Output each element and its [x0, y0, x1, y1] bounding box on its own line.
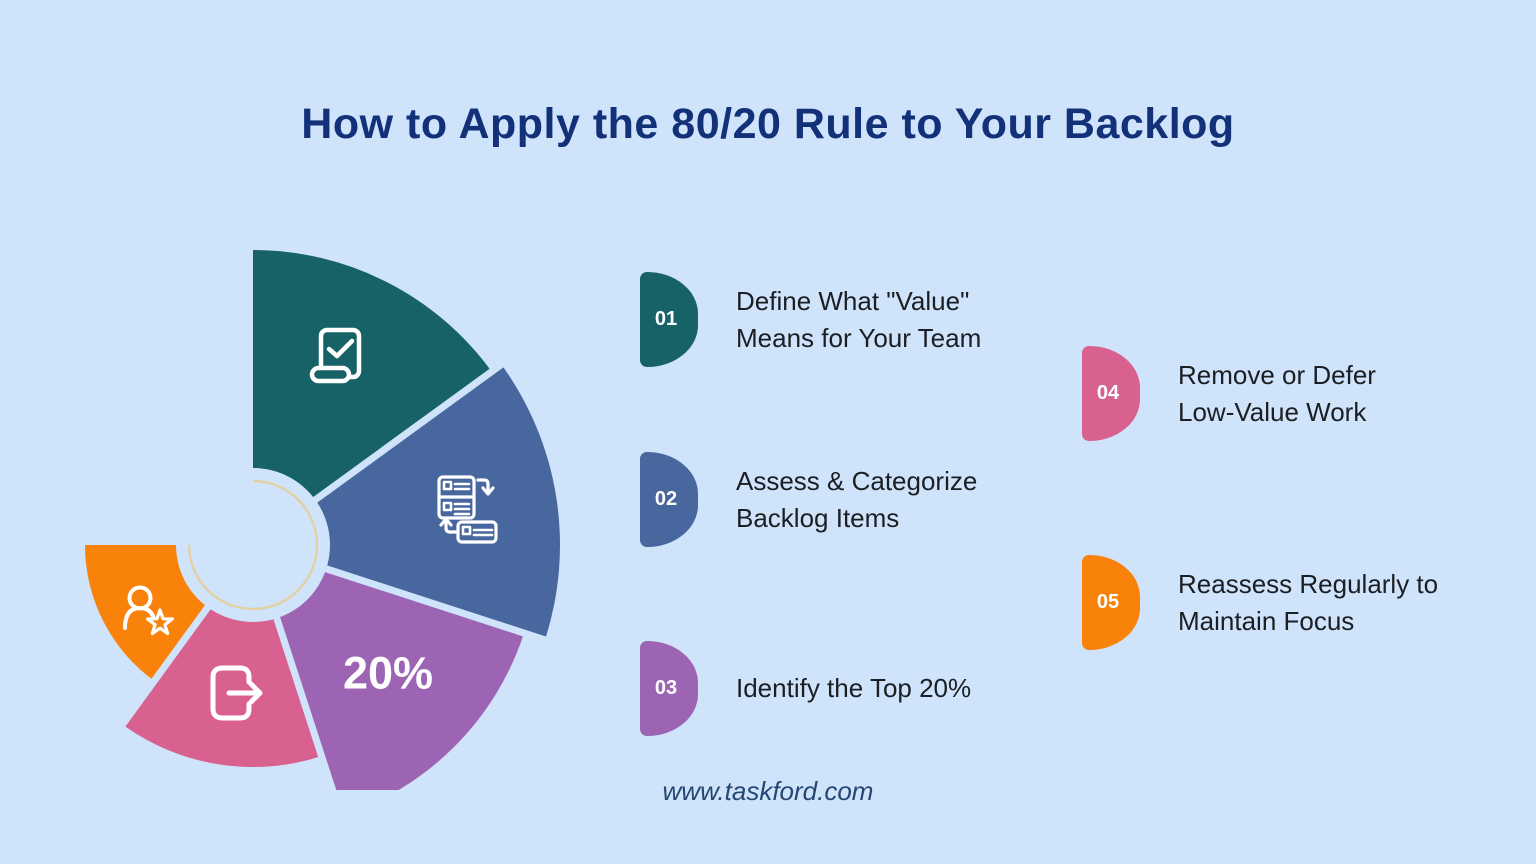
step-text: Reassess Regularly to Maintain Focus	[1178, 566, 1438, 640]
step-line: Assess & Categorize	[736, 465, 978, 496]
step-line: Remove or Defer	[1178, 359, 1376, 390]
step-number-badge: 05	[1082, 555, 1140, 650]
wedge-gap	[305, 352, 516, 508]
backlog-items-icon	[437, 475, 498, 544]
step-line: Low-Value Work	[1178, 396, 1367, 427]
wedge-identify-top-20	[276, 568, 525, 817]
wedge-remove-defer	[122, 607, 322, 767]
step-text: Assess & Categorize Backlog Items	[736, 463, 977, 537]
step-item-5: 05 Reassess Regularly to Maintain Focus	[1082, 555, 1438, 650]
wedge-gap	[316, 562, 561, 648]
step-line: Reassess Regularly to	[1178, 568, 1439, 599]
percent-label: 20%	[343, 648, 433, 699]
step-number: 03	[654, 677, 678, 699]
step-line: Means for Your Team	[736, 322, 982, 353]
step-number-badge: 02	[640, 452, 698, 547]
step-line: Backlog Items	[736, 502, 900, 533]
ballot-check-icon	[309, 327, 362, 384]
step-number: 02	[654, 488, 678, 510]
step-line: Identify the Top 20%	[736, 673, 972, 703]
step-text: Remove or Defer Low-Value Work	[1178, 357, 1376, 431]
step-text: Define What "Value" Means for Your Team	[736, 283, 981, 357]
step-text: Identify the Top 20%	[736, 670, 971, 707]
wedge-gap	[60, 597, 216, 808]
website-url: www.taskford.com	[662, 776, 874, 806]
donut-chart: 20%	[0, 230, 580, 853]
logout-arrow-icon	[210, 665, 263, 721]
donut-svg: 20%	[60, 250, 561, 853]
step-item-2: 02 Assess & Categorize Backlog Items	[640, 452, 977, 547]
step-number-badge: 03	[640, 641, 698, 736]
step-item-3: 03 Identify the Top 20%	[640, 641, 971, 736]
page-title: How to Apply the 80/20 Rule to Your Back…	[301, 100, 1235, 148]
step-item-4: 04 Remove or Defer Low-Value Work	[1082, 346, 1376, 441]
step-number: 05	[1096, 591, 1120, 613]
decorative-ring	[187, 479, 319, 611]
step-number-badge: 04	[1082, 346, 1140, 441]
wedge-define-value	[253, 250, 492, 500]
step-number-badge: 01	[640, 272, 698, 367]
step-item-1: 01 Define What "Value" Means for Your Te…	[640, 272, 981, 367]
step-line: Define What "Value"	[736, 285, 970, 316]
step-number: 01	[654, 308, 678, 330]
step-line: Maintain Focus	[1178, 605, 1355, 636]
person-star-icon	[123, 585, 174, 636]
step-number: 04	[1096, 382, 1120, 404]
